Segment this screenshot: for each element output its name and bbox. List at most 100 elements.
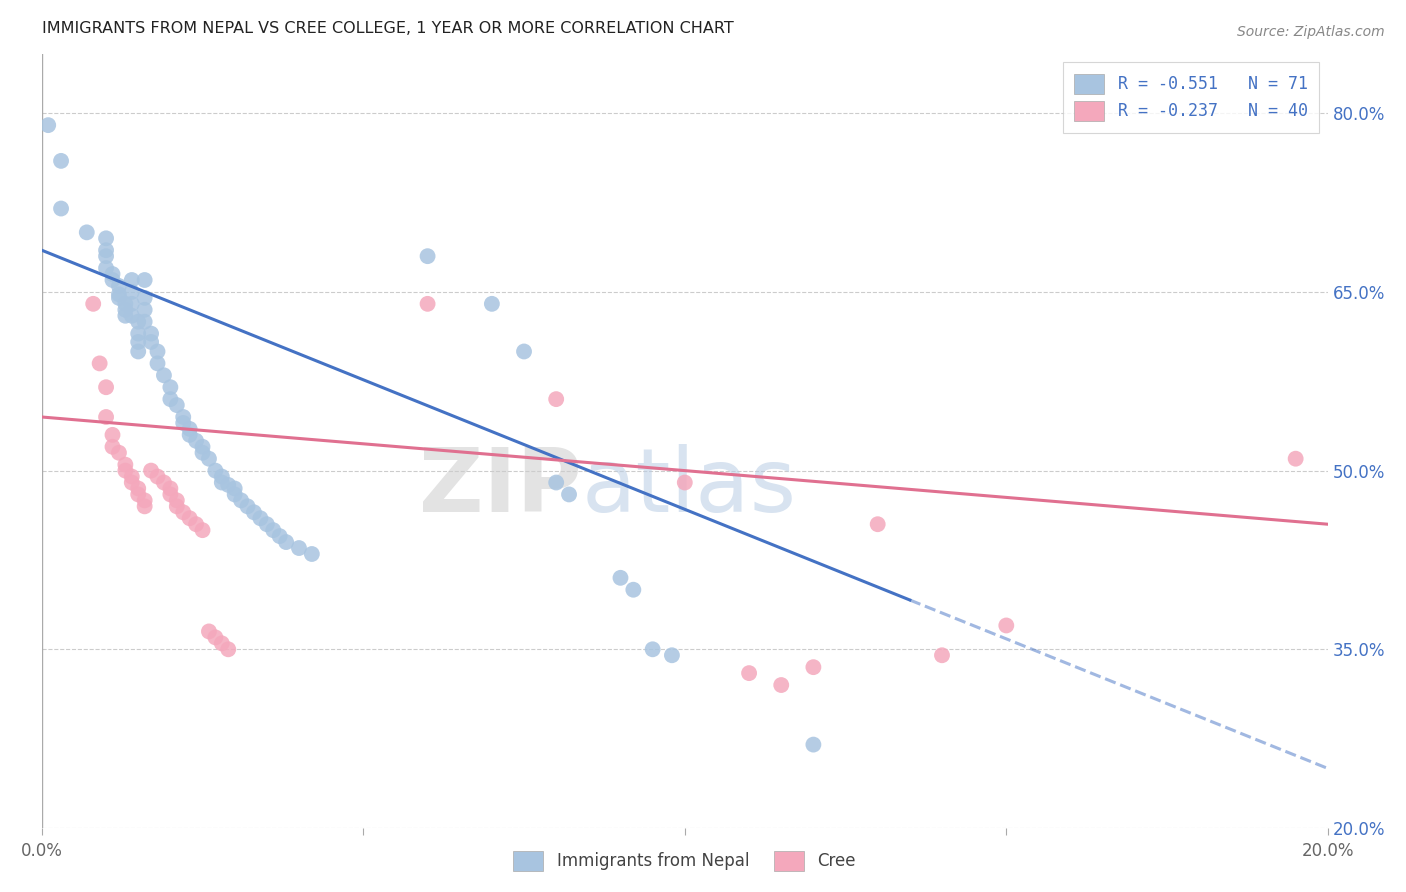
Point (121, 309, 143, 323)
Legend: Immigrants from Nepal, Cree: Immigrants from Nepal, Cree (506, 844, 863, 878)
Point (262, 523, 284, 537)
Point (101, 273, 124, 287)
Point (866, 517, 889, 532)
Point (146, 356, 169, 370)
Point (153, 368, 176, 383)
Point (641, 642, 664, 657)
Point (159, 482, 181, 496)
Text: ZIP: ZIP (419, 444, 582, 531)
Point (217, 478, 239, 492)
Point (121, 469, 143, 483)
Point (179, 511, 201, 525)
Point (159, 392, 181, 406)
Point (803, 660, 825, 674)
Point (121, 273, 143, 287)
Point (134, 315, 156, 329)
Point (803, 738, 825, 752)
Point (108, 287, 131, 301)
Point (108, 279, 131, 293)
Point (114, 458, 136, 472)
Point (211, 475, 233, 490)
Point (127, 482, 149, 496)
Point (172, 409, 194, 424)
Point (146, 344, 169, 359)
Point (121, 475, 143, 490)
Text: atlas: atlas (582, 444, 797, 531)
Point (673, 475, 696, 490)
Point (217, 642, 239, 657)
Point (146, 469, 169, 483)
Point (770, 678, 793, 692)
Point (191, 523, 214, 537)
Point (172, 505, 194, 519)
Point (121, 285, 143, 299)
Point (166, 398, 188, 412)
Point (134, 500, 156, 514)
Point (159, 487, 181, 501)
Point (738, 666, 761, 681)
Point (546, 392, 568, 406)
Point (37, 118, 59, 132)
Point (127, 326, 149, 341)
Point (416, 249, 439, 263)
Point (621, 582, 644, 597)
Point (89, 356, 111, 370)
Point (211, 469, 233, 483)
Point (191, 446, 214, 460)
Point (236, 500, 259, 514)
Point (139, 334, 162, 349)
Point (101, 440, 124, 454)
Point (546, 475, 568, 490)
Point (198, 451, 221, 466)
Point (256, 517, 278, 532)
Point (558, 487, 581, 501)
Point (661, 648, 683, 663)
Point (609, 571, 631, 585)
Point (101, 428, 124, 442)
Point (127, 344, 149, 359)
Point (1285, 451, 1308, 466)
Point (179, 422, 201, 436)
Point (243, 505, 266, 519)
Point (153, 475, 176, 490)
Point (204, 464, 226, 478)
Text: Source: ZipAtlas.com: Source: ZipAtlas.com (1237, 25, 1385, 39)
Point (134, 273, 156, 287)
Point (931, 648, 953, 663)
Point (127, 487, 149, 501)
Point (269, 529, 291, 543)
Point (179, 428, 201, 442)
Point (229, 493, 252, 508)
Point (166, 500, 188, 514)
Point (76, 225, 98, 239)
Point (121, 297, 143, 311)
Point (94, 409, 117, 424)
Point (224, 482, 246, 496)
Point (995, 618, 1018, 632)
Point (191, 440, 214, 454)
Point (224, 487, 246, 501)
Point (481, 297, 503, 311)
Point (184, 434, 207, 448)
Point (94, 231, 117, 245)
Point (139, 326, 162, 341)
Point (513, 344, 536, 359)
Point (288, 541, 311, 555)
Point (49, 153, 72, 168)
Point (114, 297, 136, 311)
Point (166, 493, 188, 508)
Point (94, 244, 117, 258)
Point (114, 302, 136, 317)
Point (94, 249, 117, 263)
Point (211, 636, 233, 650)
Point (134, 302, 156, 317)
Text: IMMIGRANTS FROM NEPAL VS CREE COLLEGE, 1 YEAR OR MORE CORRELATION CHART: IMMIGRANTS FROM NEPAL VS CREE COLLEGE, 1… (42, 21, 734, 36)
Point (416, 297, 439, 311)
Point (184, 517, 207, 532)
Point (301, 547, 323, 561)
Point (94, 380, 117, 394)
Point (82, 297, 104, 311)
Point (274, 535, 297, 549)
Point (108, 446, 131, 460)
Point (172, 416, 194, 430)
